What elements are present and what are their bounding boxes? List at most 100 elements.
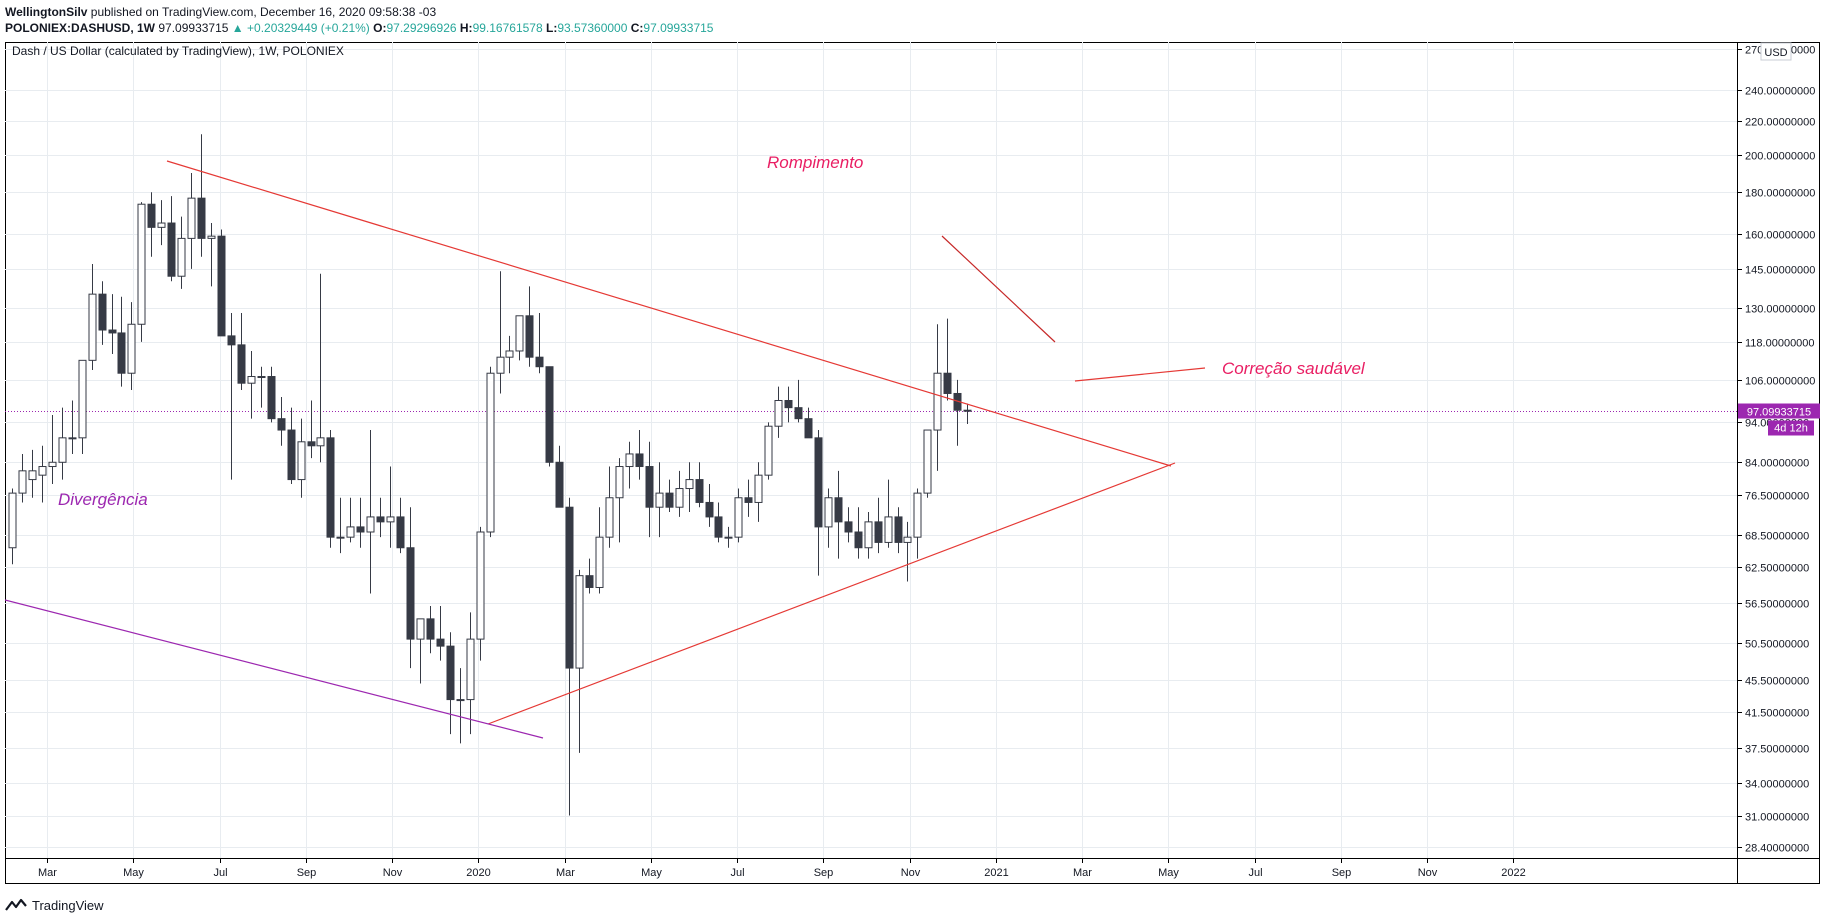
candle[interactable] bbox=[794, 379, 803, 423]
candle[interactable] bbox=[187, 173, 196, 269]
candle[interactable] bbox=[127, 302, 136, 391]
candle[interactable] bbox=[635, 430, 644, 480]
candle[interactable] bbox=[834, 470, 843, 559]
candle[interactable] bbox=[267, 366, 276, 423]
last-price-tag[interactable]: 97.09933715 4d 12h bbox=[1738, 403, 1820, 436]
candle[interactable] bbox=[316, 273, 325, 463]
candle[interactable] bbox=[625, 441, 634, 489]
candle[interactable] bbox=[874, 497, 883, 554]
candle[interactable] bbox=[177, 216, 186, 289]
candle[interactable] bbox=[28, 449, 37, 498]
candle[interactable] bbox=[167, 196, 176, 282]
candle[interactable] bbox=[456, 668, 465, 744]
correction-pointer-line[interactable] bbox=[1074, 367, 1206, 382]
candle[interactable] bbox=[98, 281, 107, 345]
candle[interactable] bbox=[446, 632, 455, 735]
candle[interactable] bbox=[486, 366, 495, 538]
candle[interactable] bbox=[505, 335, 514, 374]
candle[interactable] bbox=[58, 407, 67, 480]
candle[interactable] bbox=[515, 315, 524, 361]
candle[interactable] bbox=[326, 430, 335, 548]
candle[interactable] bbox=[695, 462, 704, 508]
candle[interactable] bbox=[595, 507, 604, 594]
price-axis[interactable]: 270.00000000240.00000000220.00000000200.… bbox=[1737, 45, 1815, 855]
candle[interactable] bbox=[396, 497, 405, 554]
candle[interactable] bbox=[864, 512, 873, 559]
candle[interactable] bbox=[18, 453, 27, 503]
candle[interactable] bbox=[137, 202, 146, 342]
candle[interactable] bbox=[854, 507, 863, 559]
candle[interactable] bbox=[426, 605, 435, 654]
chart-container[interactable]: 270.00000000240.00000000220.00000000200.… bbox=[4, 42, 1820, 884]
candle[interactable] bbox=[933, 324, 942, 471]
candle[interactable] bbox=[754, 462, 763, 522]
candle[interactable] bbox=[476, 526, 485, 661]
candle[interactable] bbox=[943, 318, 952, 401]
candle[interactable] bbox=[217, 229, 226, 337]
candle[interactable] bbox=[575, 569, 584, 753]
candle[interactable] bbox=[88, 263, 97, 370]
currency-badge[interactable] bbox=[1760, 42, 1792, 61]
candle[interactable] bbox=[903, 521, 912, 582]
candle[interactable] bbox=[585, 558, 594, 594]
breakout-annotation[interactable]: Rompimento bbox=[767, 153, 863, 172]
candle[interactable] bbox=[227, 313, 236, 480]
candle[interactable] bbox=[665, 479, 674, 513]
candle[interactable] bbox=[685, 462, 694, 513]
candle[interactable] bbox=[78, 359, 87, 454]
breakout-pointer-line[interactable] bbox=[941, 235, 1056, 343]
candle[interactable] bbox=[615, 458, 624, 543]
candle[interactable] bbox=[376, 497, 385, 538]
candle[interactable] bbox=[675, 470, 684, 517]
candle[interactable] bbox=[366, 430, 375, 594]
candle[interactable] bbox=[346, 497, 355, 543]
candle[interactable] bbox=[117, 296, 126, 387]
candle[interactable] bbox=[8, 488, 17, 565]
candle[interactable] bbox=[406, 507, 415, 669]
candle[interactable] bbox=[963, 403, 972, 425]
ascending-support-line[interactable] bbox=[487, 462, 1176, 725]
candle[interactable] bbox=[804, 407, 813, 439]
candle[interactable] bbox=[247, 350, 256, 419]
candle[interactable] bbox=[147, 192, 156, 257]
divergence-annotation[interactable]: Divergência bbox=[58, 490, 148, 509]
candle[interactable] bbox=[884, 479, 893, 548]
author-name[interactable]: WellingtonSilv bbox=[5, 5, 88, 19]
candle[interactable] bbox=[555, 445, 564, 508]
candle[interactable] bbox=[814, 430, 823, 576]
candle[interactable] bbox=[157, 200, 166, 246]
correction-annotation[interactable]: Correção saudável bbox=[1222, 359, 1366, 378]
candlestick-series[interactable] bbox=[8, 134, 972, 816]
candle[interactable] bbox=[714, 502, 723, 543]
candle[interactable] bbox=[744, 479, 753, 517]
trendlines[interactable] bbox=[4, 160, 1206, 739]
candle[interactable] bbox=[784, 386, 793, 423]
tradingview-brand[interactable]: TradingView bbox=[5, 896, 104, 914]
divergence-line[interactable] bbox=[4, 599, 544, 739]
candle[interactable] bbox=[48, 414, 57, 485]
candle[interactable] bbox=[645, 441, 654, 538]
candle[interactable] bbox=[913, 488, 922, 559]
candle[interactable] bbox=[764, 422, 773, 480]
candle[interactable] bbox=[655, 462, 664, 538]
candle[interactable] bbox=[237, 313, 246, 391]
candle[interactable] bbox=[535, 313, 544, 374]
candle[interactable] bbox=[466, 612, 475, 735]
candle[interactable] bbox=[824, 488, 833, 548]
candle[interactable] bbox=[605, 466, 614, 548]
candle[interactable] bbox=[923, 429, 932, 498]
candle[interactable] bbox=[38, 445, 47, 503]
descending-resistance-line[interactable] bbox=[166, 160, 1172, 467]
candle[interactable] bbox=[496, 271, 505, 394]
candle[interactable] bbox=[705, 484, 714, 527]
candle[interactable] bbox=[287, 407, 296, 485]
candle[interactable] bbox=[68, 400, 77, 454]
candle[interactable] bbox=[894, 507, 903, 554]
time-axis[interactable]: Mar May Jul Sep Nov 2020 Mar May Jul Sep Nov 2021 Ma… bbox=[38, 858, 1526, 879]
candle[interactable] bbox=[257, 366, 266, 408]
candle[interactable] bbox=[207, 223, 216, 287]
candle[interactable] bbox=[386, 466, 395, 548]
candle[interactable] bbox=[197, 134, 206, 257]
price-chart[interactable]: 270.00000000240.00000000220.00000000200.… bbox=[4, 42, 1820, 884]
candle[interactable] bbox=[734, 488, 743, 543]
